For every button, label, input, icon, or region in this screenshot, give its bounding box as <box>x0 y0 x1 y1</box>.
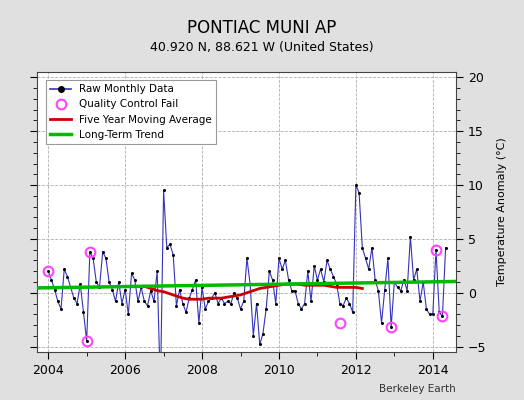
Y-axis label: Temperature Anomaly (°C): Temperature Anomaly (°C) <box>497 138 507 286</box>
Legend: Raw Monthly Data, Quality Control Fail, Five Year Moving Average, Long-Term Tren: Raw Monthly Data, Quality Control Fail, … <box>46 80 216 144</box>
Text: 40.920 N, 88.621 W (United States): 40.920 N, 88.621 W (United States) <box>150 42 374 54</box>
Text: PONTIAC MUNI AP: PONTIAC MUNI AP <box>187 19 337 37</box>
Text: Berkeley Earth: Berkeley Earth <box>379 384 456 394</box>
